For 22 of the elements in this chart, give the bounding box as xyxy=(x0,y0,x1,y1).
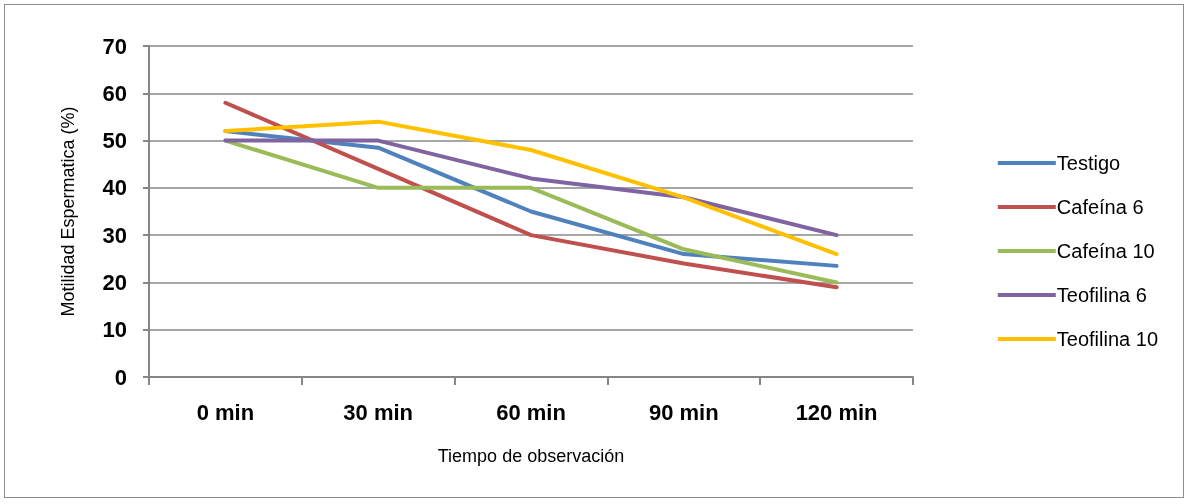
x-tick-label: 0 min xyxy=(196,399,255,425)
y-tick-label: 20 xyxy=(102,269,127,295)
y-tick-label: 50 xyxy=(102,128,127,154)
x-tick-label: 60 min xyxy=(496,399,566,425)
legend-label: Teofilina 10 xyxy=(1056,328,1159,350)
legend-label: Cafeína 10 xyxy=(1056,240,1155,262)
legend-label: Testigo xyxy=(1056,152,1121,174)
y-tick-label: 0 xyxy=(114,364,127,390)
legend-label: Cafeína 6 xyxy=(1056,196,1144,218)
x-tick-label: 120 min xyxy=(795,399,878,425)
x-tick-label: 90 min xyxy=(648,399,719,425)
legend-label: Teofilina 6 xyxy=(1056,284,1147,306)
y-axis-title: Motilidad Espermatica (%) xyxy=(58,106,78,317)
y-tick-label: 70 xyxy=(102,33,127,59)
x-tick-label: 30 min xyxy=(343,399,414,425)
y-tick-label: 60 xyxy=(102,80,127,106)
x-axis-title: Tiempo de observación xyxy=(437,446,625,466)
y-tick-label: 10 xyxy=(102,317,127,343)
line-series xyxy=(223,138,839,238)
y-tick-label: 30 xyxy=(102,222,127,248)
y-tick-label: 40 xyxy=(102,175,127,201)
line-series xyxy=(223,100,839,290)
